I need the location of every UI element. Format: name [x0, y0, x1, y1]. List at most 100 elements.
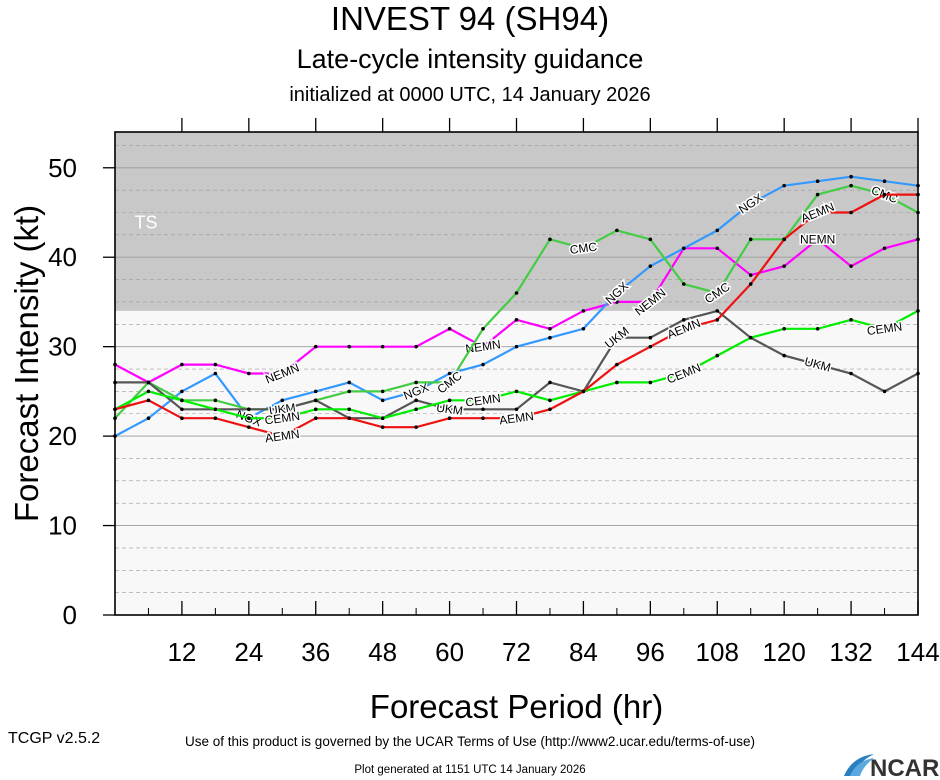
data-point-cmc — [615, 228, 619, 233]
data-point-cmc — [213, 398, 218, 403]
data-point-nemn — [380, 344, 385, 349]
data-point-ukm — [548, 380, 552, 385]
series-label-ukm: UKM — [435, 401, 463, 418]
data-point-cemn — [648, 380, 653, 385]
data-point-nemn — [548, 326, 552, 331]
data-point-ukm — [414, 398, 418, 403]
data-point-aemn — [247, 425, 251, 429]
series-label-aemn: AEMN — [264, 427, 300, 445]
data-point-aemn — [748, 282, 753, 286]
data-point-ngx — [715, 228, 720, 233]
x-tick-label: 24 — [234, 637, 263, 667]
data-point-ngx — [481, 362, 485, 367]
data-point-aemn — [715, 318, 720, 322]
data-point-ukm — [280, 407, 285, 412]
series-label-cemn: CEMN — [866, 320, 903, 339]
chart-subtitle: Late-cycle intensity guidance — [296, 44, 644, 74]
series-label-ukm: UKM — [268, 401, 296, 418]
plot-area: TSNEMNNEMNNEMNNEMNNGXNGXNGXNGXCMCCMCCMCC… — [8, 118, 940, 725]
ncar-swoosh-icon — [844, 754, 874, 776]
ts-band — [115, 132, 918, 311]
data-point-nemn — [748, 273, 753, 277]
y-tick-label: 40 — [48, 242, 77, 272]
y-tick-label: 30 — [48, 332, 77, 362]
data-point-nemn — [782, 264, 786, 268]
data-point-ukm — [615, 335, 619, 340]
data-point-ukm — [782, 353, 786, 358]
x-tick-label: 144 — [896, 637, 939, 667]
x-tick-label: 12 — [167, 637, 196, 667]
ncar-logo-text: NCAR — [870, 755, 939, 780]
data-point-aemn — [380, 425, 385, 429]
data-point-aemn — [849, 210, 853, 215]
data-point-ukm — [882, 389, 887, 394]
data-point-nemn — [313, 344, 318, 349]
data-point-cmc — [748, 237, 753, 242]
data-point-cemn — [180, 398, 184, 403]
x-tick-label: 36 — [301, 637, 330, 667]
data-point-cmc — [347, 389, 352, 394]
data-point-nemn — [481, 344, 485, 349]
data-point-ukm — [715, 309, 720, 313]
data-point-aemn — [414, 425, 418, 429]
x-tick-label: 108 — [696, 637, 739, 667]
data-point-cemn — [514, 389, 519, 394]
data-point-ngx — [280, 398, 285, 403]
x-tick-label: 120 — [762, 637, 805, 667]
data-point-aemn — [681, 326, 686, 331]
ncar-logo: NCAR — [844, 754, 939, 780]
data-point-ngx — [815, 179, 820, 183]
ts-band-label: TS — [135, 212, 158, 232]
data-point-nemn — [615, 300, 619, 304]
data-point-nemn — [648, 300, 653, 304]
data-point-nemn — [581, 309, 586, 313]
data-point-ukm — [447, 407, 452, 412]
data-point-nemn — [849, 264, 853, 268]
data-point-nemn — [180, 362, 184, 367]
data-point-ngx — [213, 371, 218, 376]
data-point-aemn — [615, 362, 619, 367]
series-label-cemn: CEMN — [465, 391, 502, 410]
data-point-cmc — [380, 389, 385, 394]
chart-title: INVEST 94 (SH94) — [330, 0, 610, 37]
data-point-aemn — [481, 416, 485, 421]
data-point-ukm — [481, 407, 485, 412]
data-point-ukm — [514, 407, 519, 412]
data-point-ngx — [782, 183, 786, 188]
data-point-aemn — [548, 407, 552, 412]
data-point-ngx — [681, 246, 686, 251]
data-point-ngx — [648, 264, 653, 268]
data-point-ukm — [681, 318, 686, 322]
data-point-cemn — [548, 398, 552, 403]
data-point-cemn — [681, 371, 686, 376]
data-point-cemn — [882, 326, 887, 331]
data-point-aemn — [180, 416, 184, 421]
data-point-nemn — [715, 246, 720, 251]
data-point-aemn — [648, 344, 653, 349]
y-tick-label: 20 — [48, 421, 77, 451]
data-point-ngx — [380, 398, 385, 403]
data-point-cemn — [782, 326, 786, 331]
data-point-ngx — [414, 389, 418, 394]
y-axis-label: Forecast Intensity (kt) — [8, 205, 45, 522]
data-point-cmc — [815, 192, 820, 197]
data-point-cemn — [247, 416, 251, 421]
data-point-nemn — [514, 318, 519, 322]
data-point-ngx — [447, 371, 452, 376]
x-tick-label: 84 — [569, 637, 598, 667]
data-point-aemn — [347, 416, 352, 421]
data-point-ukm — [849, 371, 853, 376]
data-point-ngx — [849, 174, 853, 179]
data-point-ukm — [180, 407, 184, 412]
data-point-ngx — [313, 389, 318, 394]
data-point-cmc — [849, 183, 853, 188]
generated-timestamp: Plot generated at 1151 UTC 14 January 20… — [354, 764, 586, 776]
data-point-ukm — [815, 362, 820, 367]
series-label-aemn: AEMN — [498, 409, 534, 427]
data-point-nemn — [347, 344, 352, 349]
data-point-aemn — [581, 389, 586, 394]
x-tick-label: 96 — [636, 637, 665, 667]
data-point-ngx — [514, 344, 519, 349]
data-point-nemn — [247, 371, 251, 376]
data-point-nemn — [414, 344, 418, 349]
